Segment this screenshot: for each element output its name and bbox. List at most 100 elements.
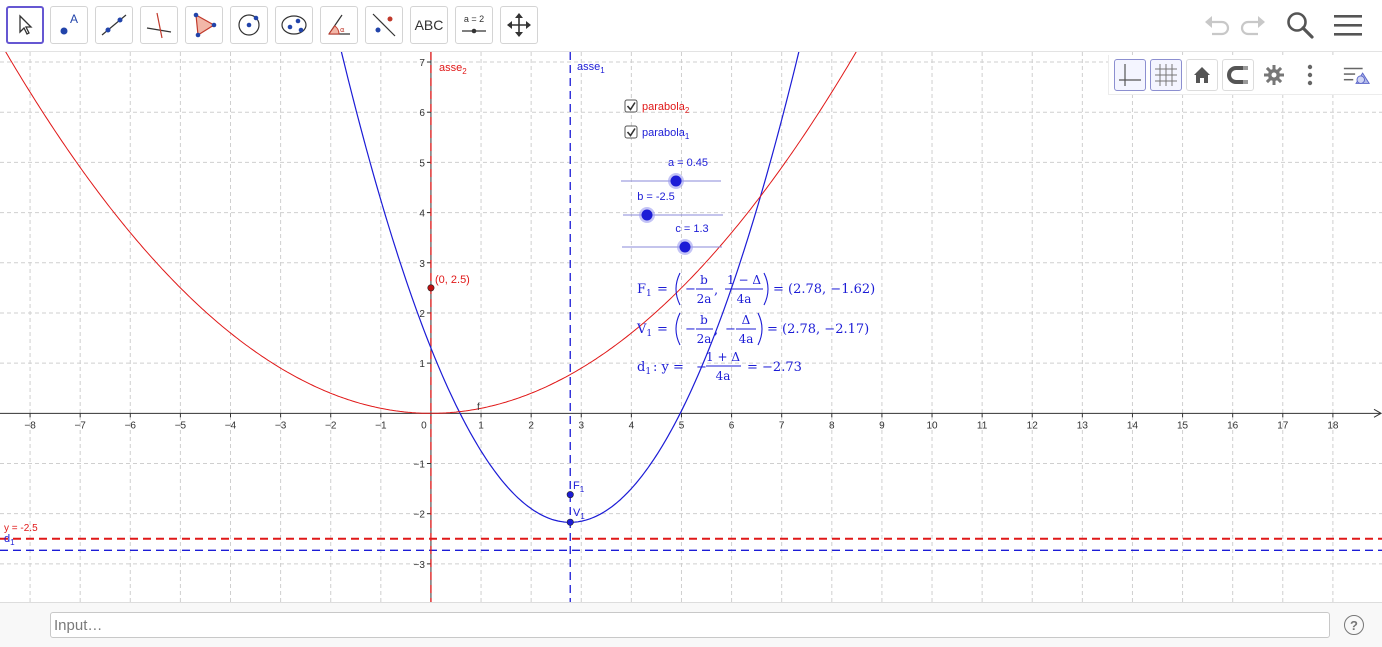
- angle-icon: α: [328, 14, 350, 35]
- x-tick-label: 12: [1027, 420, 1039, 431]
- checkbox-parabola1-label: parabola1: [642, 127, 690, 141]
- x-tick-label: −5: [175, 420, 187, 431]
- x-tick-label: 9: [879, 420, 885, 431]
- function-f-label: f: [477, 402, 480, 413]
- toggle-axes-button[interactable]: [1114, 59, 1146, 91]
- svg-text:b: b: [700, 273, 708, 287]
- toolbar: A α: [0, 0, 1382, 52]
- point-F1[interactable]: [566, 491, 574, 499]
- svg-text:,: ,: [714, 283, 718, 298]
- toggle-style-bar-button[interactable]: [1341, 59, 1373, 91]
- x-tick-label: 2: [528, 420, 534, 431]
- focus-point-0-2-5[interactable]: [427, 284, 435, 292]
- graphics-canvas[interactable]: −8 −7 −6 −5 −4 −3 −2 −1 0 1 2 3 4 5 6 7 8 9 10 11 12 13 14 15 16…: [0, 0, 1382, 602]
- graphics-style-bar: [1108, 55, 1382, 95]
- x-tick-label: 10: [926, 420, 938, 431]
- svg-text:d1: d1: [637, 360, 651, 377]
- text-tool[interactable]: ABC: [410, 6, 448, 44]
- more-options-button[interactable]: [1294, 59, 1326, 91]
- x-tick-label: 13: [1077, 420, 1089, 431]
- focus-point-label: (0, 2.5): [435, 274, 470, 286]
- style-toggle-icon: [1343, 67, 1371, 84]
- undo-button[interactable]: [1200, 8, 1234, 42]
- svg-text:2a: 2a: [697, 292, 712, 306]
- point-capturing-button[interactable]: [1222, 59, 1254, 91]
- toggle-grid-button[interactable]: [1150, 59, 1182, 91]
- slider-a[interactable]: a = 0.45: [621, 157, 721, 189]
- slider-a-label: a = 0.45: [668, 157, 708, 169]
- menu-icon: [1334, 15, 1362, 36]
- move-view-tool[interactable]: [500, 6, 538, 44]
- settings-button[interactable]: [1258, 59, 1290, 91]
- search-button[interactable]: [1283, 8, 1317, 42]
- axes-icon: [1119, 64, 1141, 86]
- svg-text:: y =: : y =: [653, 360, 684, 375]
- tick-labels: −8 −7 −6 −5 −4 −3 −2 −1 0 1 2 3 4 5 6 7 8 9 10 11 12 13 14 15 16…: [24, 58, 1339, 571]
- conic-tool[interactable]: [275, 6, 313, 44]
- redo-button[interactable]: [1236, 8, 1270, 42]
- menu-button[interactable]: [1331, 8, 1365, 42]
- x-tick-label: 6: [729, 420, 735, 431]
- x-tick-label: −3: [275, 420, 287, 431]
- objects: [0, 0, 1382, 602]
- more-icon: [1307, 64, 1313, 86]
- x-tick-label: 15: [1177, 420, 1189, 431]
- y-tick-label: 1: [419, 359, 425, 370]
- svg-text:V1: V1: [636, 322, 652, 339]
- formula-d1: d1 : y = − 1 + Δ 4a = −2.73: [637, 350, 802, 383]
- help-button[interactable]: ?: [1344, 615, 1364, 635]
- svg-text:4a: 4a: [716, 369, 731, 383]
- arrow-cursor-icon: [19, 14, 33, 35]
- polygon-tool[interactable]: [185, 6, 223, 44]
- gear-icon: [1264, 65, 1284, 85]
- checkbox-parabola1[interactable]: parabola1: [624, 125, 690, 141]
- F1-label: F1: [573, 480, 585, 494]
- graphics-view[interactable]: −8 −7 −6 −5 −4 −3 −2 −1 0 1 2 3 4 5 6 7 8 9 10 11 12 13 14 15 16…: [0, 0, 1382, 602]
- svg-text:F1: F1: [637, 282, 652, 299]
- x-tick-label: 8: [829, 420, 835, 431]
- checkbox-parabola2-label: parabola2: [642, 101, 690, 115]
- y-tick-label: 5: [419, 158, 425, 169]
- angle-tool[interactable]: α: [320, 6, 358, 44]
- svg-text:= −2.73: = −2.73: [747, 360, 802, 375]
- asse1-label: asse1: [577, 61, 605, 75]
- standard-view-button[interactable]: [1186, 59, 1218, 91]
- slider-c[interactable]: c = 1.3: [622, 223, 722, 255]
- svg-text:= (2.78, −2.17): = (2.78, −2.17): [767, 322, 869, 337]
- x-tick-label: 14: [1127, 420, 1139, 431]
- x-tick-label: 16: [1227, 420, 1239, 431]
- directrix-y-label: y = -2.5: [4, 523, 38, 534]
- point-tool[interactable]: A: [50, 6, 88, 44]
- x-tick-label: 18: [1327, 420, 1339, 431]
- x-tick-label: 0: [421, 420, 427, 431]
- point-V1[interactable]: [566, 518, 574, 526]
- x-tick-label: 11: [977, 420, 988, 431]
- svg-text:−: −: [725, 322, 736, 337]
- parabola2[interactable]: [0, 0, 1048, 414]
- undo-icon: [1205, 16, 1230, 36]
- y-tick-label: 7: [419, 58, 425, 69]
- x-tick-label: −8: [24, 420, 36, 431]
- checkbox-parabola2[interactable]: parabola2: [624, 99, 690, 115]
- algebra-input[interactable]: [50, 612, 1330, 638]
- move-tool[interactable]: [6, 6, 44, 44]
- slider-b[interactable]: b = -2.5: [623, 191, 723, 223]
- y-tick-label: 6: [419, 108, 425, 119]
- magnet-icon: [1227, 66, 1248, 84]
- svg-text:4a: 4a: [739, 332, 754, 346]
- ellipse-icon: [281, 15, 307, 35]
- circle-tool[interactable]: [230, 6, 268, 44]
- y-tick-label: 3: [419, 259, 425, 270]
- point-icon: A: [60, 12, 78, 35]
- line-tool[interactable]: [95, 6, 133, 44]
- angle-tool-label: α: [340, 26, 345, 34]
- reflect-tool[interactable]: [365, 6, 403, 44]
- svg-text:,: ,: [714, 323, 718, 338]
- grid: [0, 52, 1382, 602]
- slider-tool[interactable]: a = 2: [455, 6, 493, 44]
- x-tick-label: 5: [679, 420, 685, 431]
- asse2-label: asse2: [439, 62, 467, 76]
- x-tick-label: 7: [779, 420, 785, 431]
- perpendicular-line-tool[interactable]: [140, 6, 178, 44]
- perpendicular-icon: [146, 12, 172, 39]
